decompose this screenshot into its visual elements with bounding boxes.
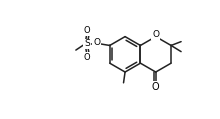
Text: O: O <box>152 30 159 39</box>
Text: S: S <box>84 39 90 48</box>
Text: O: O <box>83 26 90 35</box>
Text: O: O <box>93 38 100 47</box>
Text: O: O <box>152 82 160 92</box>
Text: O: O <box>83 52 90 62</box>
